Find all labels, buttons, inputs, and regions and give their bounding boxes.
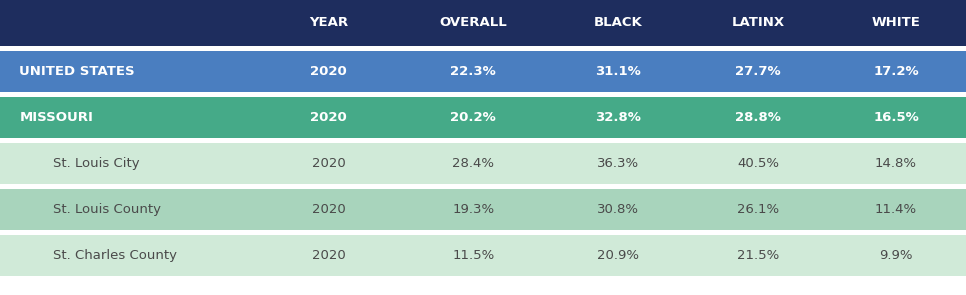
Bar <box>0 92 966 97</box>
Bar <box>0 189 966 230</box>
Text: 16.5%: 16.5% <box>873 111 919 124</box>
Text: 20.2%: 20.2% <box>450 111 497 124</box>
Text: 26.1%: 26.1% <box>737 203 780 216</box>
Text: 28.4%: 28.4% <box>452 157 495 170</box>
Text: BLACK: BLACK <box>594 16 642 30</box>
Text: 2020: 2020 <box>312 249 345 262</box>
Text: St. Louis City: St. Louis City <box>53 157 140 170</box>
Text: 2020: 2020 <box>310 65 347 78</box>
Bar <box>0 143 966 184</box>
Bar <box>0 46 966 51</box>
Bar <box>0 230 966 235</box>
Text: MISSOURI: MISSOURI <box>19 111 93 124</box>
Text: 17.2%: 17.2% <box>873 65 919 78</box>
Text: UNITED STATES: UNITED STATES <box>19 65 135 78</box>
Text: 22.3%: 22.3% <box>450 65 497 78</box>
Bar <box>0 97 966 138</box>
Text: OVERALL: OVERALL <box>440 16 507 30</box>
Text: 21.5%: 21.5% <box>737 249 780 262</box>
Text: 30.8%: 30.8% <box>597 203 639 216</box>
Text: St. Louis County: St. Louis County <box>53 203 161 216</box>
Text: 2020: 2020 <box>312 157 345 170</box>
Text: 14.8%: 14.8% <box>875 157 917 170</box>
Text: 2020: 2020 <box>310 111 347 124</box>
Text: YEAR: YEAR <box>309 16 348 30</box>
Text: 31.1%: 31.1% <box>595 65 641 78</box>
Text: WHITE: WHITE <box>871 16 921 30</box>
Bar <box>0 138 966 143</box>
Bar <box>0 235 966 276</box>
Text: 2020: 2020 <box>312 203 345 216</box>
Bar <box>0 51 966 92</box>
Text: 20.9%: 20.9% <box>597 249 639 262</box>
Text: 32.8%: 32.8% <box>595 111 641 124</box>
Text: St. Charles County: St. Charles County <box>53 249 177 262</box>
Text: 36.3%: 36.3% <box>597 157 639 170</box>
Text: 9.9%: 9.9% <box>879 249 913 262</box>
Text: 27.7%: 27.7% <box>735 65 781 78</box>
Text: 28.8%: 28.8% <box>735 111 781 124</box>
Text: 11.4%: 11.4% <box>875 203 917 216</box>
Text: 19.3%: 19.3% <box>452 203 495 216</box>
Bar <box>0 184 966 189</box>
Text: 11.5%: 11.5% <box>452 249 495 262</box>
Bar <box>0 0 966 46</box>
Text: 40.5%: 40.5% <box>737 157 780 170</box>
Text: LATINX: LATINX <box>732 16 784 30</box>
